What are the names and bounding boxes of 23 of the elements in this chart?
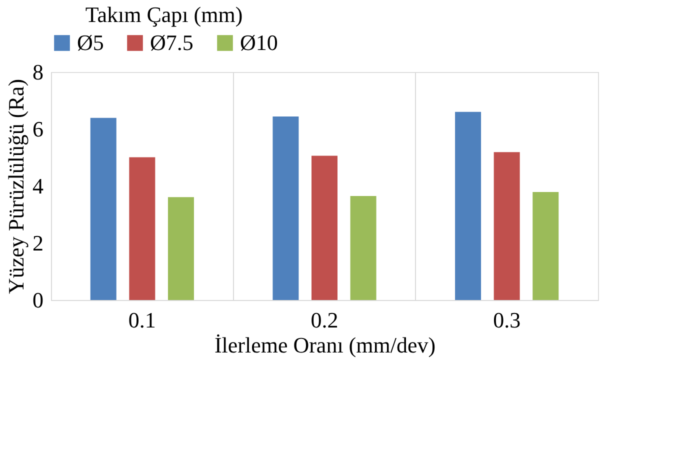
y-tick-label: 6	[32, 116, 44, 142]
bar	[90, 118, 116, 300]
x-axis-title: İlerleme Oranı (mm/dev)	[214, 332, 436, 358]
x-tick-label: 0.3	[493, 308, 521, 332]
legend-label: Ø10	[240, 30, 278, 55]
y-axis-title: Yüzey Pürüzlülüğü (Ra)	[4, 78, 28, 294]
y-tick-label: 8	[32, 60, 44, 84]
legend-label: Ø5	[77, 30, 104, 55]
bar	[312, 156, 338, 300]
x-tick-label: 0.2	[310, 308, 338, 332]
bar	[455, 112, 482, 300]
bar	[494, 152, 520, 300]
legend-label: Ø7.5	[150, 30, 194, 55]
y-tick-label: 0	[32, 288, 44, 312]
bar	[129, 157, 156, 300]
bar	[272, 116, 299, 300]
legend-title: Takım Çapı (mm)	[85, 2, 243, 27]
bar	[168, 197, 194, 300]
x-tick-label: 0.1	[128, 308, 156, 332]
y-tick-label: 4	[32, 174, 44, 198]
y-tick-label: 2	[32, 230, 44, 256]
bar	[350, 196, 376, 300]
bar	[532, 192, 559, 300]
